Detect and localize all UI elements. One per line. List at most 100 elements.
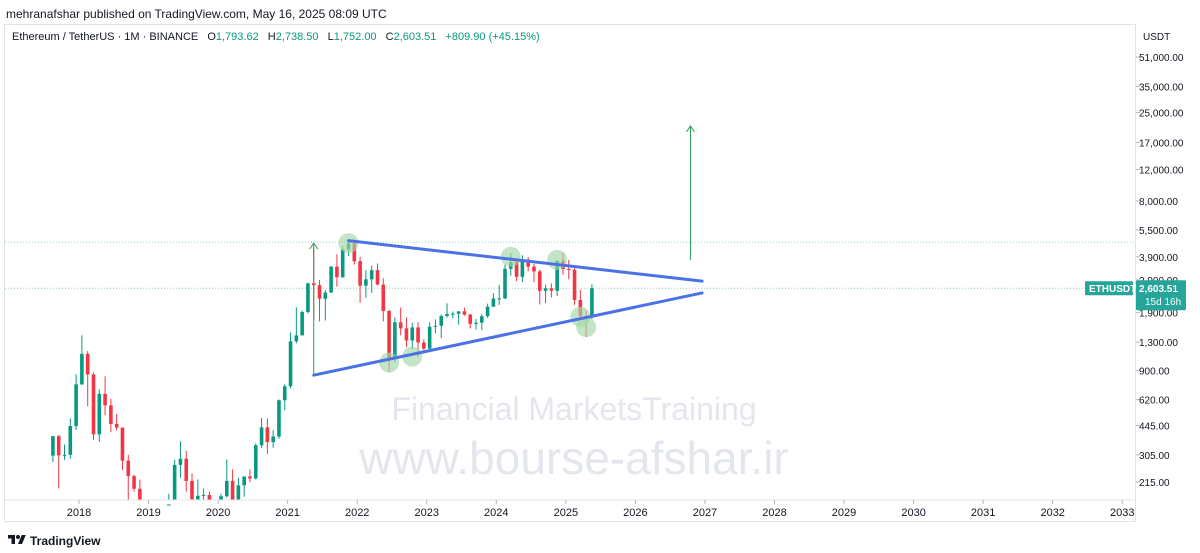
candle-body — [416, 327, 420, 343]
price-tick-label: 35,000.00 — [1139, 82, 1184, 93]
arrows[interactable] — [309, 125, 695, 376]
candle-body — [68, 425, 73, 455]
candle-body — [340, 249, 345, 278]
candle-body — [358, 261, 362, 286]
candle-body — [456, 311, 461, 314]
last-price-badge — [1136, 280, 1186, 311]
candle-body — [572, 269, 577, 300]
countdown-label: 15d 16h — [1145, 297, 1181, 308]
candle-body — [85, 353, 90, 375]
candle-body — [369, 270, 374, 280]
candle-body — [503, 268, 507, 299]
candle-body — [126, 460, 131, 477]
candle-body — [335, 266, 339, 278]
price-tick-label: 1,900.00 — [1139, 309, 1178, 320]
price-tick-label: 900.00 — [1139, 367, 1170, 378]
candle-body — [566, 269, 571, 271]
time-tick-label: 2024 — [484, 507, 508, 519]
candle-body — [184, 458, 189, 481]
candle-body — [265, 427, 270, 443]
candle-body — [549, 288, 554, 291]
published-bar: mehranafshar published on TradingView.co… — [0, 0, 1200, 26]
symbol-price-badge — [1085, 281, 1133, 296]
candle-body — [433, 325, 438, 327]
time-axis[interactable]: 2018 2019 2020 2021 2022 2023 2024 2025 2026 2027… — [4, 499, 1136, 519]
time-tick-label: 2018 — [67, 507, 91, 519]
tradingview-brand: TradingView — [30, 534, 101, 548]
candle-body — [224, 480, 229, 497]
watermark: Financial MarketsTraining www.bourse-afsh… — [358, 391, 789, 484]
candle-body — [97, 393, 102, 435]
published-text: mehranafshar published on TradingView.co… — [6, 7, 387, 21]
candle-body — [375, 270, 380, 285]
time-tick-label: 2020 — [206, 507, 230, 519]
candle-body — [178, 458, 183, 465]
price-axis-background — [1137, 24, 1200, 522]
price-tick-label: 215.00 — [1139, 478, 1170, 489]
price-axis-unit: USDT — [1143, 32, 1170, 43]
price-tick-label: 1,300.00 — [1139, 338, 1178, 349]
candle-body — [253, 445, 258, 479]
candle-body — [230, 480, 235, 500]
pattern-marker-circle — [379, 352, 400, 373]
candle-body — [201, 494, 206, 496]
pattern-marker-circle — [402, 346, 423, 367]
candle-body — [323, 292, 328, 299]
candle-body — [427, 326, 432, 349]
candle-body — [74, 384, 78, 426]
change-value: +809.90 (+45.15%) — [445, 31, 540, 43]
high-label: H — [267, 31, 276, 43]
trendlines[interactable] — [312, 239, 704, 377]
candle-body — [62, 454, 67, 456]
time-tick-label: 2022 — [345, 507, 369, 519]
symbol-badge-label: ETHUSDT — [1089, 284, 1136, 295]
price-tick-label: 5,500.00 — [1139, 226, 1178, 237]
candle-body — [300, 311, 304, 336]
candle-body — [468, 314, 473, 324]
time-tick-label: 2023 — [415, 507, 439, 519]
pattern-marker-circle — [576, 317, 597, 338]
candle-body — [103, 393, 107, 406]
symbol-title[interactable]: Ethereum / TetherUS · 1M · BINANCE — [12, 31, 199, 43]
pattern-marker-circle — [500, 246, 521, 267]
high-value: 2,738.50 — [275, 31, 319, 43]
arrow-head-icon — [309, 242, 319, 250]
candle-body — [138, 488, 142, 500]
candle-body — [404, 328, 409, 341]
candle-body — [474, 322, 478, 324]
watermark-line2: www.bourse-afshar.ir — [358, 432, 789, 484]
candle-body — [480, 316, 484, 323]
candle-body — [80, 353, 84, 385]
candle-body — [306, 283, 310, 312]
time-tick-label: 2027 — [693, 507, 717, 519]
candle-body — [51, 436, 55, 456]
time-tick-label: 2029 — [832, 507, 856, 519]
candle-body — [491, 298, 496, 307]
price-tick-label: 445.00 — [1139, 421, 1170, 432]
candle-body — [364, 279, 368, 286]
footer: TradingView — [0, 527, 1200, 553]
price-tick-label: 3,900.00 — [1139, 253, 1178, 264]
price-axis[interactable]: USDT 215.00 305.00 445.00 620.00 900.00 1,300.… — [1085, 24, 1200, 522]
candle-body — [294, 335, 299, 342]
candle-body — [526, 259, 530, 267]
chart-legend: Ethereum / TetherUS · 1M · BINANCE O1,79… — [12, 31, 540, 43]
candle-body — [520, 259, 525, 277]
candle-body — [132, 476, 136, 489]
pattern-marker-circle — [338, 233, 359, 254]
candle-body — [555, 260, 559, 291]
last-price-value: 2,603.51 — [1139, 284, 1178, 295]
price-tick-label: 17,000.00 — [1139, 138, 1184, 149]
candle-body — [236, 485, 241, 500]
price-tick-label: 51,000.00 — [1139, 53, 1184, 64]
close-value: 2,603.51 — [393, 31, 437, 43]
candle-body — [497, 298, 501, 300]
time-tick-label: 2021 — [275, 507, 299, 519]
candle-body — [422, 342, 426, 349]
candle-body — [288, 341, 293, 387]
candle-body — [462, 311, 467, 315]
low-label: L — [327, 31, 334, 43]
chart-frame — [4, 24, 1136, 522]
candle-body — [271, 436, 275, 443]
